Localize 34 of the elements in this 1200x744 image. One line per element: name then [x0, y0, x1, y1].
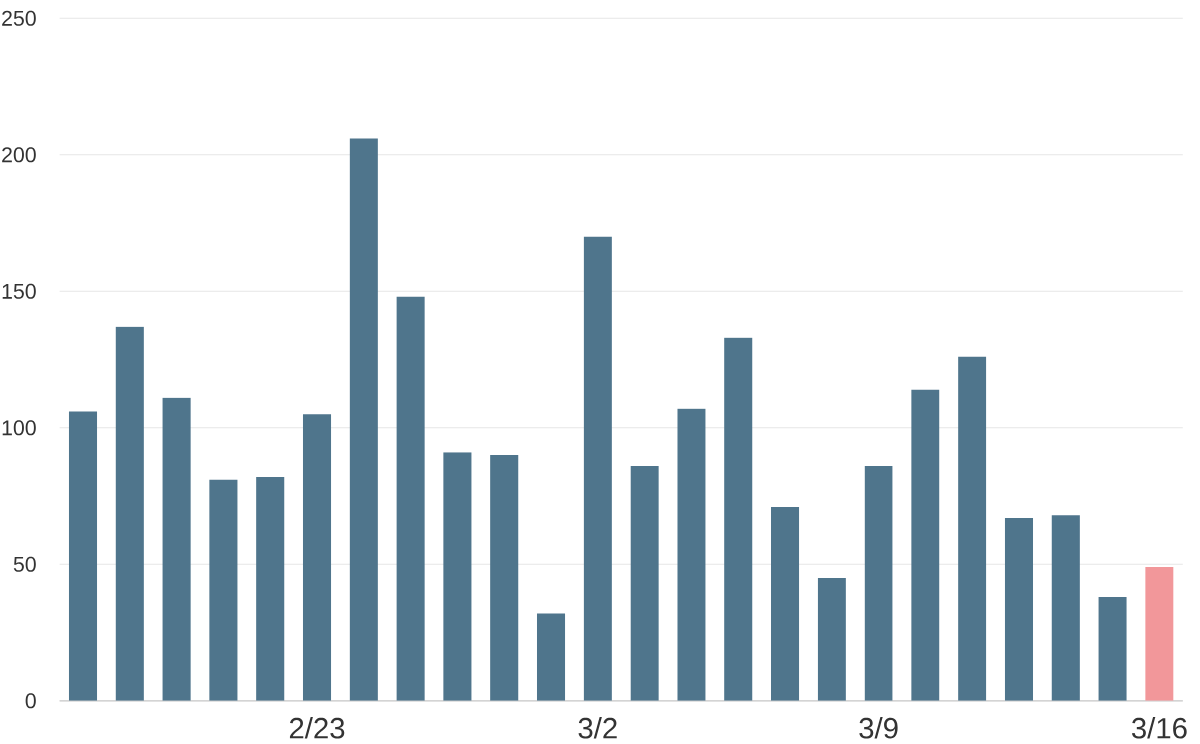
- bar: [1004, 517, 1034, 701]
- bar: [1098, 597, 1127, 701]
- bar: [1051, 515, 1080, 701]
- bar: [677, 408, 706, 701]
- bar: [396, 296, 425, 701]
- y-tick-label: 200: [2, 147, 36, 163]
- bar: [724, 337, 753, 701]
- bar: [864, 466, 893, 701]
- bar: [630, 466, 659, 701]
- bar: [770, 506, 800, 701]
- x-tick-label: 3/16: [1131, 717, 1187, 739]
- y-tick-label: 0: [25, 693, 36, 709]
- bar: [443, 452, 472, 701]
- y-tick-label: 150: [2, 283, 36, 299]
- y-tick-label: 100: [2, 420, 36, 436]
- bar: [162, 397, 191, 701]
- bar: [1145, 567, 1174, 701]
- bar: [583, 236, 612, 701]
- bar: [302, 414, 332, 701]
- bar: [911, 389, 940, 701]
- bar: [256, 476, 285, 701]
- x-tick-label: 2/23: [289, 717, 345, 739]
- bar: [209, 479, 238, 701]
- bar: [349, 138, 378, 701]
- y-tick-label: 50: [13, 556, 36, 572]
- bar: [115, 326, 144, 701]
- x-tick-label: 3/9: [859, 717, 898, 739]
- x-tick-label: 3/2: [578, 717, 617, 739]
- y-tick-label: 250: [2, 10, 36, 26]
- bar: [490, 455, 519, 701]
- bar: [958, 356, 987, 701]
- bar: [536, 613, 566, 701]
- bar: [817, 577, 846, 701]
- bar: [68, 411, 98, 701]
